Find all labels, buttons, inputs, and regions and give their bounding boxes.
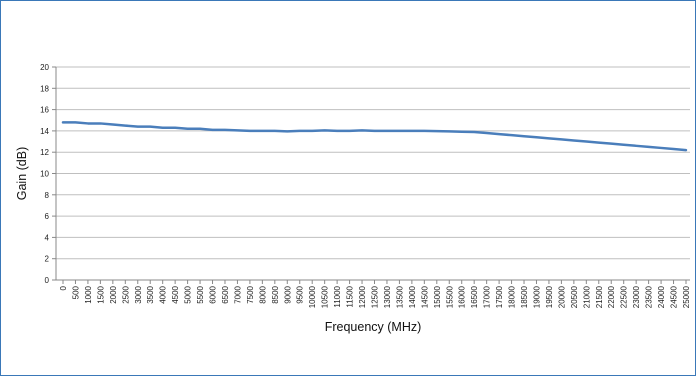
y-tick-label: 6	[45, 212, 50, 221]
x-axis-title: Frequency (MHz)	[325, 320, 422, 334]
x-tick-label: 500	[71, 285, 80, 299]
x-tick-label: 16500	[470, 285, 479, 308]
x-tick-label: 19500	[545, 285, 554, 308]
y-tick-labels: 0 2 4 6 8 10 12 14 16 18 20	[40, 63, 49, 285]
x-tick-label: 9500	[296, 285, 305, 303]
y-tick-label: 4	[45, 233, 50, 242]
x-tick-label: 14500	[420, 285, 429, 308]
y-tick-label: 18	[40, 84, 49, 93]
x-tick-label: 13500	[395, 285, 404, 308]
x-tick-label: 2000	[109, 285, 118, 303]
x-tick-label: 15500	[445, 285, 454, 308]
y-tick-label: 12	[40, 148, 49, 157]
x-tick-label: 8000	[258, 285, 267, 303]
x-tick-label: 20500	[570, 285, 579, 308]
x-tick-label: 25000	[682, 285, 691, 308]
x-tick-label: 24500	[670, 285, 679, 308]
x-tick-label: 18000	[508, 285, 517, 308]
y-tick-label: 2	[45, 255, 50, 264]
x-tick-label: 20000	[557, 285, 566, 308]
x-tick-label: 15000	[433, 285, 442, 308]
x-tick-label: 13000	[383, 285, 392, 308]
x-tick-label: 3500	[146, 285, 155, 303]
x-tick-label: 23000	[632, 285, 641, 308]
x-tick-label: 5000	[184, 285, 193, 303]
x-tick-label: 11500	[346, 285, 355, 307]
x-tick-label: 2500	[121, 285, 130, 303]
x-tick-label: 21000	[582, 285, 591, 308]
x-tick-label: 22500	[620, 285, 629, 308]
x-tick-label: 11000	[333, 285, 342, 307]
x-tick-label: 7500	[246, 285, 255, 303]
x-tick-label: 12500	[371, 285, 380, 308]
series	[61, 121, 688, 152]
x-tick-label: 0	[59, 285, 68, 290]
x-tick-label: 12000	[358, 285, 367, 308]
x-tick-label: 21500	[595, 285, 604, 308]
y-tick-label: 8	[45, 191, 50, 200]
x-tick-label: 8500	[271, 285, 280, 303]
x-tick-label: 18500	[520, 285, 529, 308]
x-tick-label: 9000	[283, 285, 292, 303]
x-tick-label: 10000	[308, 285, 317, 308]
x-tick-labels: 0 500 1000 1500 2000 2500 3000 3500 4000 4500 5000…	[59, 285, 691, 308]
x-tick-label: 5500	[196, 285, 205, 303]
y-tick-label: 16	[40, 106, 49, 115]
x-tick-label: 1500	[96, 285, 105, 303]
x-tick-label: 22000	[607, 285, 616, 308]
x-tick-label: 19000	[532, 285, 541, 308]
axes	[52, 66, 690, 284]
y-tick-label: 14	[40, 127, 49, 136]
x-tick-label: 17000	[483, 285, 492, 308]
y-axis-title: Gain (dB)	[15, 147, 29, 201]
x-tick-label: 7000	[233, 285, 242, 303]
grid	[56, 66, 690, 260]
x-tick-label: 14000	[408, 285, 417, 308]
x-tick-label: 6000	[209, 285, 218, 303]
gain-series-line	[61, 121, 688, 152]
x-tick-label: 23500	[645, 285, 654, 308]
x-tick-label: 4000	[159, 285, 168, 303]
y-tick-label: 20	[40, 63, 49, 72]
x-tick-label: 16000	[458, 285, 467, 308]
x-tick-label: 24000	[657, 285, 666, 308]
x-tick-label: 10500	[321, 285, 330, 308]
x-tick-label: 4500	[171, 285, 180, 303]
y-tick-label: 10	[40, 170, 49, 179]
y-tick-label: 0	[45, 276, 50, 285]
x-tick-label: 17500	[495, 285, 504, 308]
x-tick-label: 3000	[134, 285, 143, 303]
x-tick-label: 6500	[221, 285, 230, 303]
x-tick-label: 1000	[84, 285, 93, 303]
